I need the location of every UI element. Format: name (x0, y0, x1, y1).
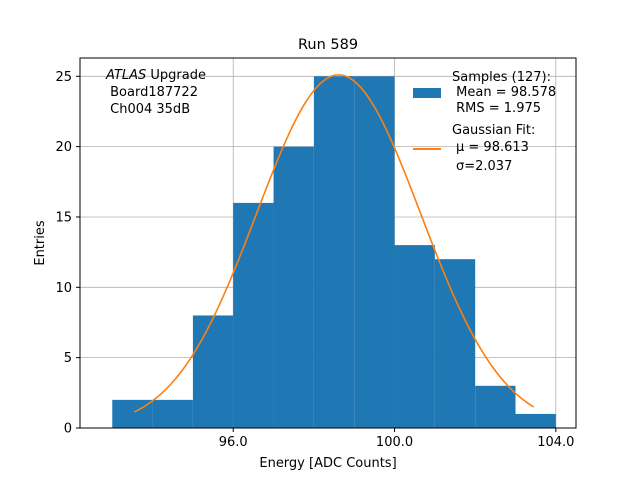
axis-ticks: 96.0 100.0 104.0 0 5 10 15 20 25 (55, 70, 574, 450)
histogram-bar (192, 315, 234, 428)
histogram-bar (475, 385, 516, 428)
histogram-bar (233, 202, 274, 428)
legend-samples-label: Samples (127): (452, 70, 551, 85)
gaussian-fit-curve (134, 74, 535, 413)
annotation-atlas: ATLAS (105, 68, 146, 83)
gaussian-fit-layer (134, 74, 535, 413)
chart-title: Run 589 (298, 37, 358, 53)
x-tick-label: 100.0 (376, 435, 413, 450)
annotation-line-3: Ch004 35dB (106, 102, 190, 117)
histogram-bars (112, 76, 556, 429)
y-tick-label: 25 (55, 70, 72, 85)
y-tick-label: 15 (55, 210, 72, 225)
annotation-line-2: Board187722 (106, 85, 198, 100)
legend-mean-label: Mean = 98.578 (452, 85, 556, 100)
legend: Samples (127): Mean = 98.578 RMS = 1.975… (413, 70, 556, 174)
y-tick-label: 20 (55, 140, 72, 155)
y-tick-label: 10 (55, 281, 72, 296)
legend-fit-label: Gaussian Fit: (452, 123, 535, 138)
histogram-bar (313, 76, 355, 428)
x-tick-label: 104.0 (537, 435, 574, 450)
legend-mu-label: μ = 98.613 (456, 140, 529, 155)
histogram-bar (112, 399, 153, 428)
histogram-bar (152, 399, 193, 428)
y-tick-label: 0 (64, 422, 72, 437)
legend-rms-label: RMS = 1.975 (452, 101, 541, 116)
annotation-line-1: ATLAS Upgrade (105, 68, 206, 83)
annotation-upgrade: Upgrade (146, 68, 206, 83)
histogram-bar (354, 76, 395, 428)
histogram-bar (515, 413, 556, 428)
legend-sigma-label: σ=2.037 (456, 159, 512, 174)
y-tick-label: 5 (64, 351, 72, 366)
histogram-bar (434, 259, 476, 428)
x-axis-label: Energy [ADC Counts] (259, 456, 396, 471)
legend-samples-swatch (413, 88, 441, 98)
y-axis-label: Entries (33, 220, 48, 266)
plot-frame (79, 57, 577, 429)
atlas-annotation: ATLAS Upgrade Board187722 Ch004 35dB (105, 68, 206, 117)
x-tick-label: 96.0 (219, 435, 248, 450)
histogram-bar (273, 146, 314, 429)
histogram-bar (394, 245, 435, 428)
